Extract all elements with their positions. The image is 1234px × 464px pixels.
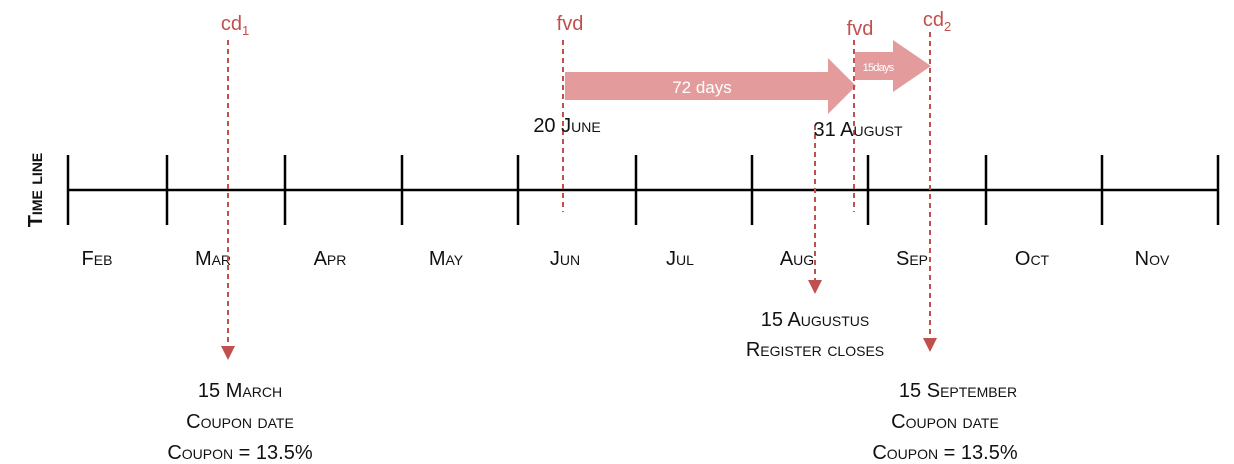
ticks <box>66 155 1220 225</box>
month: Feb <box>82 248 113 270</box>
marker-label: fvd <box>847 18 874 40</box>
coupon-label: Coupon date <box>186 411 294 433</box>
coupon-label: 15 September <box>899 380 1017 402</box>
marker-label: fvd <box>557 13 584 35</box>
marker-label: cd1 <box>221 13 249 38</box>
coupon-label: Coupon = 13.5% <box>872 442 1018 464</box>
arrow-label: 15days <box>863 62 895 74</box>
coupon-label: Coupon date <box>891 411 999 433</box>
month: Oct <box>1015 248 1050 270</box>
annotations: 20 June 31 August 15 Augustus Register c… <box>167 115 1018 464</box>
marker-sub: 2 <box>944 19 951 34</box>
month: Aug <box>780 248 814 270</box>
month: Sep <box>896 248 928 270</box>
month: Jun <box>550 248 580 270</box>
arrow-head <box>221 346 235 360</box>
date-label: 20 June <box>533 115 600 137</box>
date-label: 31 August <box>813 119 902 141</box>
arrow-15-days <box>855 40 931 92</box>
coupon-label: 15 March <box>198 380 282 402</box>
arrow-72-days <box>565 58 856 114</box>
marker-text: cd <box>221 13 242 35</box>
arrow-label: 72 days <box>672 78 732 97</box>
month: Apr <box>314 248 347 270</box>
marker-label: cd2 <box>923 9 951 34</box>
register-label: Register closes <box>746 339 884 361</box>
arrow-head <box>808 280 822 294</box>
month-labels: Feb Mar Apr May Jun Jul Aug Sep Oct Nov <box>82 248 1170 270</box>
arrow-head <box>923 338 937 352</box>
month: Mar <box>195 248 231 270</box>
month: Nov <box>1135 248 1170 270</box>
axis-label: Time line <box>25 153 47 228</box>
month: May <box>429 248 464 270</box>
coupon-label: Coupon = 13.5% <box>167 442 313 464</box>
register-label: 15 Augustus <box>761 309 870 331</box>
month: Jul <box>666 248 694 270</box>
marker-sub: 1 <box>242 23 249 38</box>
marker-text: cd <box>923 9 944 31</box>
